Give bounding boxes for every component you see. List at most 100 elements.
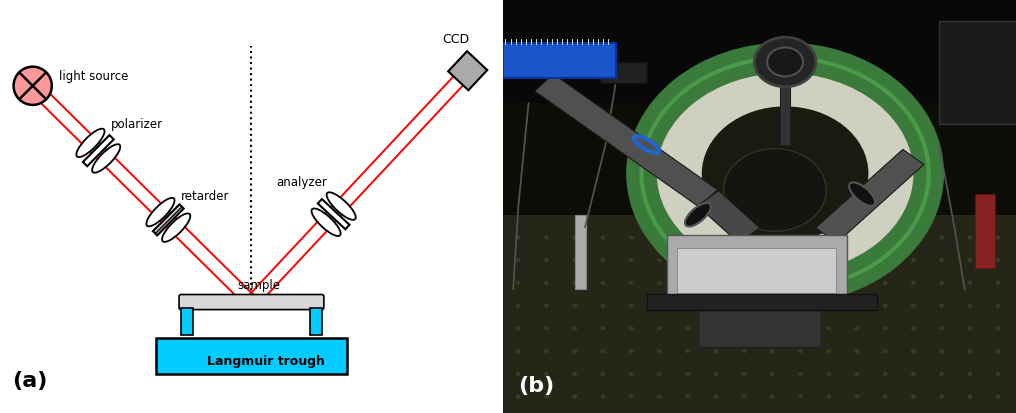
Circle shape xyxy=(967,394,972,399)
Circle shape xyxy=(798,326,803,330)
Bar xyxy=(181,308,193,335)
Circle shape xyxy=(685,372,690,376)
Circle shape xyxy=(685,326,690,330)
Circle shape xyxy=(544,258,549,262)
Circle shape xyxy=(629,326,634,330)
Circle shape xyxy=(600,304,606,308)
Circle shape xyxy=(798,394,803,399)
Circle shape xyxy=(657,304,662,308)
Circle shape xyxy=(883,349,888,353)
Circle shape xyxy=(685,258,690,262)
Polygon shape xyxy=(698,191,760,243)
Circle shape xyxy=(910,235,916,240)
Circle shape xyxy=(600,394,606,399)
Circle shape xyxy=(854,326,860,330)
Circle shape xyxy=(770,304,775,308)
Text: polarizer: polarizer xyxy=(111,118,163,131)
Circle shape xyxy=(516,326,521,330)
Circle shape xyxy=(600,281,606,285)
Text: sample: sample xyxy=(238,280,280,292)
Circle shape xyxy=(713,349,718,353)
Circle shape xyxy=(572,349,577,353)
Circle shape xyxy=(544,372,549,376)
Circle shape xyxy=(600,235,606,240)
Polygon shape xyxy=(816,150,924,243)
Text: analyzer: analyzer xyxy=(275,176,327,190)
Ellipse shape xyxy=(146,198,175,226)
Circle shape xyxy=(770,394,775,399)
Circle shape xyxy=(648,64,922,283)
Ellipse shape xyxy=(163,214,190,242)
Circle shape xyxy=(883,235,888,240)
Circle shape xyxy=(770,235,775,240)
Polygon shape xyxy=(318,199,350,229)
Circle shape xyxy=(854,235,860,240)
Circle shape xyxy=(600,349,606,353)
Circle shape xyxy=(742,304,747,308)
Circle shape xyxy=(713,372,718,376)
Circle shape xyxy=(883,281,888,285)
Circle shape xyxy=(798,235,803,240)
Circle shape xyxy=(826,304,831,308)
Circle shape xyxy=(629,349,634,353)
Circle shape xyxy=(516,394,521,399)
Circle shape xyxy=(572,258,577,262)
Circle shape xyxy=(967,326,972,330)
Circle shape xyxy=(854,304,860,308)
Circle shape xyxy=(767,47,803,76)
Circle shape xyxy=(572,372,577,376)
Ellipse shape xyxy=(326,192,356,220)
Circle shape xyxy=(798,258,803,262)
Circle shape xyxy=(544,349,549,353)
Bar xyxy=(939,21,1016,124)
Polygon shape xyxy=(534,74,717,207)
Circle shape xyxy=(572,326,577,330)
Circle shape xyxy=(910,394,916,399)
Circle shape xyxy=(713,281,718,285)
Circle shape xyxy=(996,258,1001,262)
Circle shape xyxy=(996,394,1001,399)
Text: retarder: retarder xyxy=(181,190,230,203)
Circle shape xyxy=(516,281,521,285)
Circle shape xyxy=(770,349,775,353)
Circle shape xyxy=(939,304,944,308)
Circle shape xyxy=(657,281,662,285)
Circle shape xyxy=(657,258,662,262)
Circle shape xyxy=(742,235,747,240)
Circle shape xyxy=(702,107,869,240)
Ellipse shape xyxy=(92,144,120,173)
Circle shape xyxy=(685,235,690,240)
Text: light source: light source xyxy=(59,70,128,83)
Text: CCD: CCD xyxy=(443,33,469,46)
Circle shape xyxy=(754,37,816,87)
Circle shape xyxy=(854,394,860,399)
Text: (a): (a) xyxy=(12,370,48,391)
Circle shape xyxy=(910,258,916,262)
Circle shape xyxy=(939,235,944,240)
Circle shape xyxy=(629,372,634,376)
Circle shape xyxy=(883,258,888,262)
Circle shape xyxy=(939,394,944,399)
Circle shape xyxy=(629,304,634,308)
Circle shape xyxy=(742,326,747,330)
Circle shape xyxy=(742,258,747,262)
Circle shape xyxy=(544,326,549,330)
Circle shape xyxy=(685,281,690,285)
Bar xyxy=(698,310,821,347)
Circle shape xyxy=(629,281,634,285)
Bar xyxy=(503,215,1016,413)
Circle shape xyxy=(826,326,831,330)
Circle shape xyxy=(854,349,860,353)
Circle shape xyxy=(996,349,1001,353)
Circle shape xyxy=(516,349,521,353)
Circle shape xyxy=(657,235,662,240)
Circle shape xyxy=(967,304,972,308)
Circle shape xyxy=(967,258,972,262)
Polygon shape xyxy=(153,204,184,235)
Circle shape xyxy=(910,281,916,285)
Circle shape xyxy=(572,281,577,285)
Circle shape xyxy=(713,258,718,262)
FancyBboxPatch shape xyxy=(179,294,324,310)
Circle shape xyxy=(657,372,662,376)
Circle shape xyxy=(996,281,1001,285)
